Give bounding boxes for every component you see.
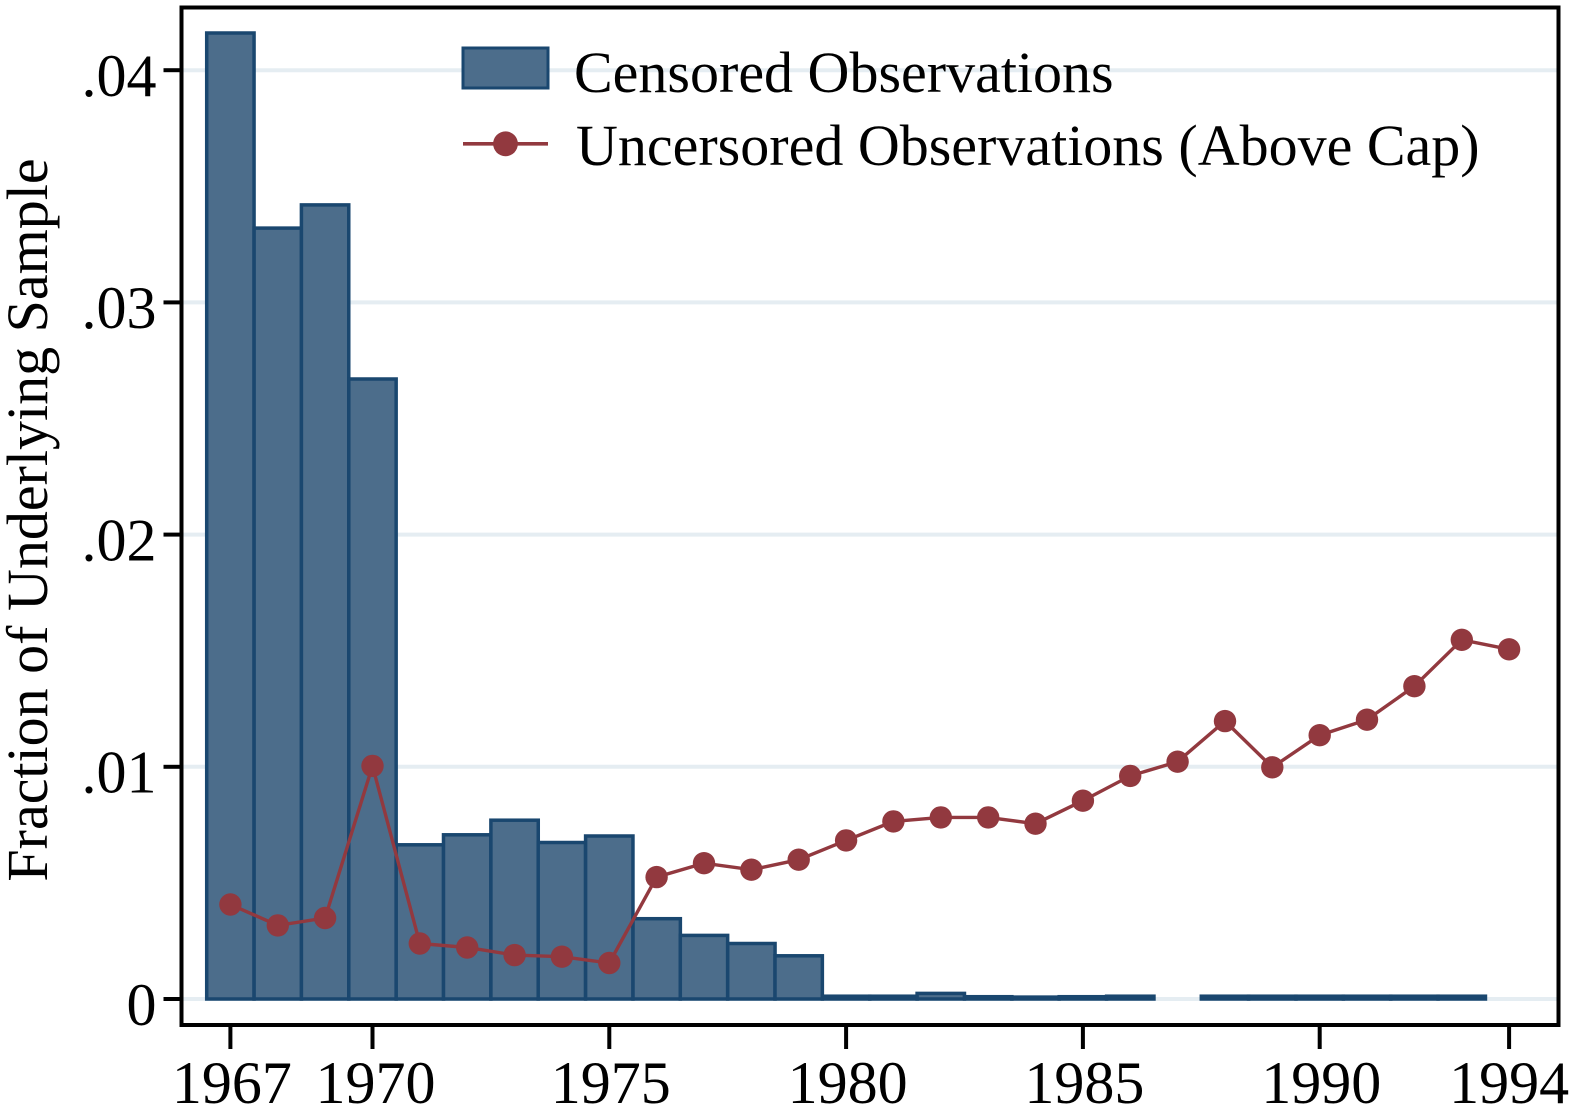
svg-text:.01: .01 [82, 740, 157, 806]
svg-text:1994: 1994 [1449, 1050, 1569, 1109]
svg-text:1990: 1990 [1261, 1050, 1381, 1109]
svg-text:1980: 1980 [788, 1050, 908, 1109]
svg-text:1975: 1975 [551, 1050, 671, 1109]
svg-text:Uncersored Observations (Above: Uncersored Observations (Above Cap) [576, 113, 1480, 178]
svg-text:1967: 1967 [172, 1050, 292, 1109]
svg-text:Fraction of Underlying Sample: Fraction of Underlying Sample [0, 158, 60, 881]
svg-text:1970: 1970 [316, 1050, 436, 1109]
svg-text:.02: .02 [82, 507, 157, 573]
svg-text:.03: .03 [82, 275, 157, 341]
svg-text:.04: .04 [82, 43, 157, 109]
svg-text:1985: 1985 [1024, 1050, 1144, 1109]
svg-text:Censored Observations: Censored Observations [574, 40, 1114, 105]
svg-text:0: 0 [127, 972, 157, 1038]
